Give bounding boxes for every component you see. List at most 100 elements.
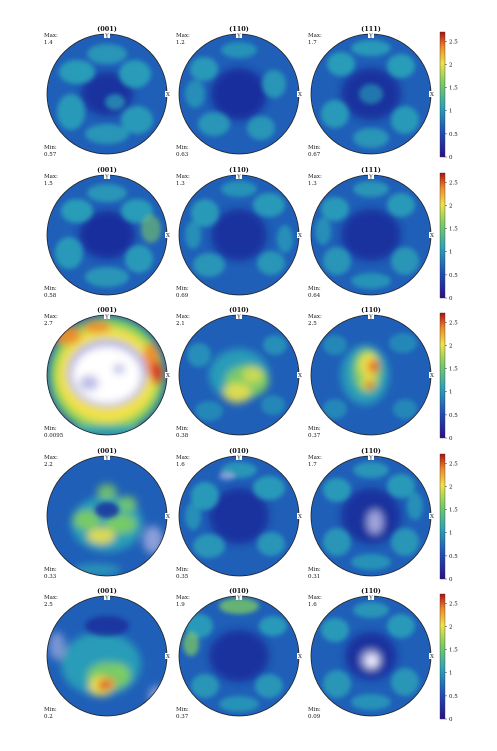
pole-figure-panel: (010)Y X Max:2.1 Min:0.38 — [176, 306, 303, 439]
max-value: 2.2 — [44, 462, 53, 468]
pole-figure-title: (010) — [229, 447, 249, 455]
colorbar-tick-label: 2 — [449, 62, 453, 68]
pole-figure-title: (110) — [361, 306, 381, 314]
intensity-contour — [321, 197, 349, 221]
min-value: 0.67 — [308, 152, 321, 158]
min-value: 0.58 — [44, 293, 57, 299]
pole-figure-title: (111) — [361, 25, 381, 33]
intensity-contour — [221, 181, 257, 197]
colorbar-tick-label: 1 — [449, 671, 453, 677]
pole-figure-title: (111) — [361, 166, 381, 174]
pole-figure-panel: (001)Y X Max:2.7 Min:0.0095 — [44, 306, 171, 439]
y-axis-label-bg — [236, 454, 242, 460]
max-value: 1.3 — [308, 181, 317, 187]
x-axis-label-bg — [165, 513, 171, 519]
max-label: Max: — [176, 33, 190, 39]
x-axis-label-bg — [165, 372, 171, 378]
intensity-contour — [387, 474, 415, 498]
intensity-contour — [387, 54, 415, 78]
intensity-contour — [121, 106, 153, 134]
max-label: Max: — [44, 33, 58, 39]
min-label: Min: — [176, 286, 189, 292]
y-axis-label: Y — [368, 34, 373, 40]
intensity-contour — [114, 664, 128, 676]
max-label: Max: — [44, 455, 58, 461]
colorbar-tick-label: 2 — [449, 624, 453, 630]
pole-figure-title: (110) — [229, 25, 249, 33]
min-value: 0.33 — [44, 574, 57, 580]
pole-figure-panel: (010)Y X Max:1.6 Min:0.35 — [176, 447, 303, 580]
max-value: 2.5 — [44, 602, 53, 608]
max-label: Max: — [308, 455, 322, 461]
intensity-contour — [407, 492, 423, 520]
pole-figure-panel: (001)Y X Max:2.5 Min:0.2 — [44, 587, 171, 720]
intensity-contour — [315, 217, 331, 245]
colorbar-gradient — [439, 593, 446, 720]
y-axis-label-bg — [236, 313, 242, 319]
min-value: 0.37 — [308, 433, 321, 439]
intensity-contour — [209, 630, 269, 682]
intensity-contour — [353, 181, 389, 197]
intensity-contour — [277, 225, 293, 253]
intensity-contour — [367, 656, 377, 666]
intensity-contour — [323, 335, 347, 355]
intensity-contour — [185, 614, 213, 638]
min-label: Min: — [44, 426, 57, 432]
x-axis-label: X — [298, 233, 302, 239]
colorbar-tick-label: 1.5 — [449, 227, 458, 233]
intensity-contour — [105, 514, 137, 534]
intensity-contour — [83, 321, 111, 333]
y-axis-label-bg — [104, 173, 110, 179]
max-value: 1.9 — [176, 602, 185, 608]
colorbar: 2.5 2 1.5 1 0.5 0 — [439, 31, 458, 161]
intensity-contour — [387, 193, 415, 217]
min-label: Min: — [308, 567, 321, 573]
intensity-contour — [143, 526, 163, 554]
intensity-contour — [353, 128, 389, 148]
colorbar: 2.5 2 1.5 1 0.5 0 — [439, 593, 458, 723]
x-axis-label: X — [430, 514, 434, 520]
y-axis-label-bg — [368, 173, 374, 179]
x-axis-label: X — [430, 654, 434, 660]
min-label: Min: — [44, 145, 57, 151]
pole-figure-panel: (110)Y X Max:1.7 Min:0.31 — [308, 447, 435, 580]
x-axis-label: X — [430, 233, 434, 239]
y-axis-label-bg — [236, 32, 242, 38]
colorbar-tick-label: 2.5 — [449, 320, 458, 326]
y-axis-label-bg — [368, 454, 374, 460]
x-axis-label-bg — [297, 91, 303, 97]
intensity-contour — [389, 333, 417, 353]
pole-figure-panel: (110)Y X Max:1.3 Min:0.69 — [176, 166, 303, 299]
intensity-contour — [359, 84, 383, 104]
min-label: Min: — [44, 707, 57, 713]
x-axis-label-bg — [429, 513, 435, 519]
intensity-contour — [261, 395, 285, 415]
intensity-contour — [257, 532, 285, 556]
max-label: Max: — [176, 174, 190, 180]
intensity-contour — [391, 528, 419, 556]
min-label: Min: — [308, 145, 321, 151]
intensity-contour — [371, 361, 379, 369]
colorbar-tick-label: 1.5 — [449, 508, 458, 514]
max-value: 1.2 — [176, 40, 185, 46]
min-value: 0.35 — [176, 574, 189, 580]
colorbar-tick-label: 1 — [449, 531, 453, 537]
intensity-contour — [79, 211, 135, 259]
x-axis-label: X — [166, 233, 170, 239]
pole-figure-panel: (010)Y X Max:1.9 Min:0.37 — [176, 587, 303, 720]
min-value: 0.64 — [308, 293, 321, 299]
pole-figure-panel: (110)Y X Max:1.2 Min:0.63 — [176, 25, 303, 158]
intensity-contour — [351, 273, 391, 289]
y-axis-label: Y — [236, 456, 241, 462]
intensity-contour — [341, 209, 401, 261]
colorbar-gradient — [439, 172, 446, 299]
y-axis-label-bg — [368, 313, 374, 319]
x-axis-label-bg — [297, 653, 303, 659]
intensity-contour — [223, 383, 251, 403]
colorbar-gradient — [439, 31, 446, 158]
max-value: 1.6 — [308, 602, 317, 608]
intensity-contour — [85, 267, 129, 287]
colorbar: 2.5 2 1.5 1 0.5 0 — [439, 172, 458, 302]
colorbar-tick-label: 2.5 — [449, 461, 458, 467]
